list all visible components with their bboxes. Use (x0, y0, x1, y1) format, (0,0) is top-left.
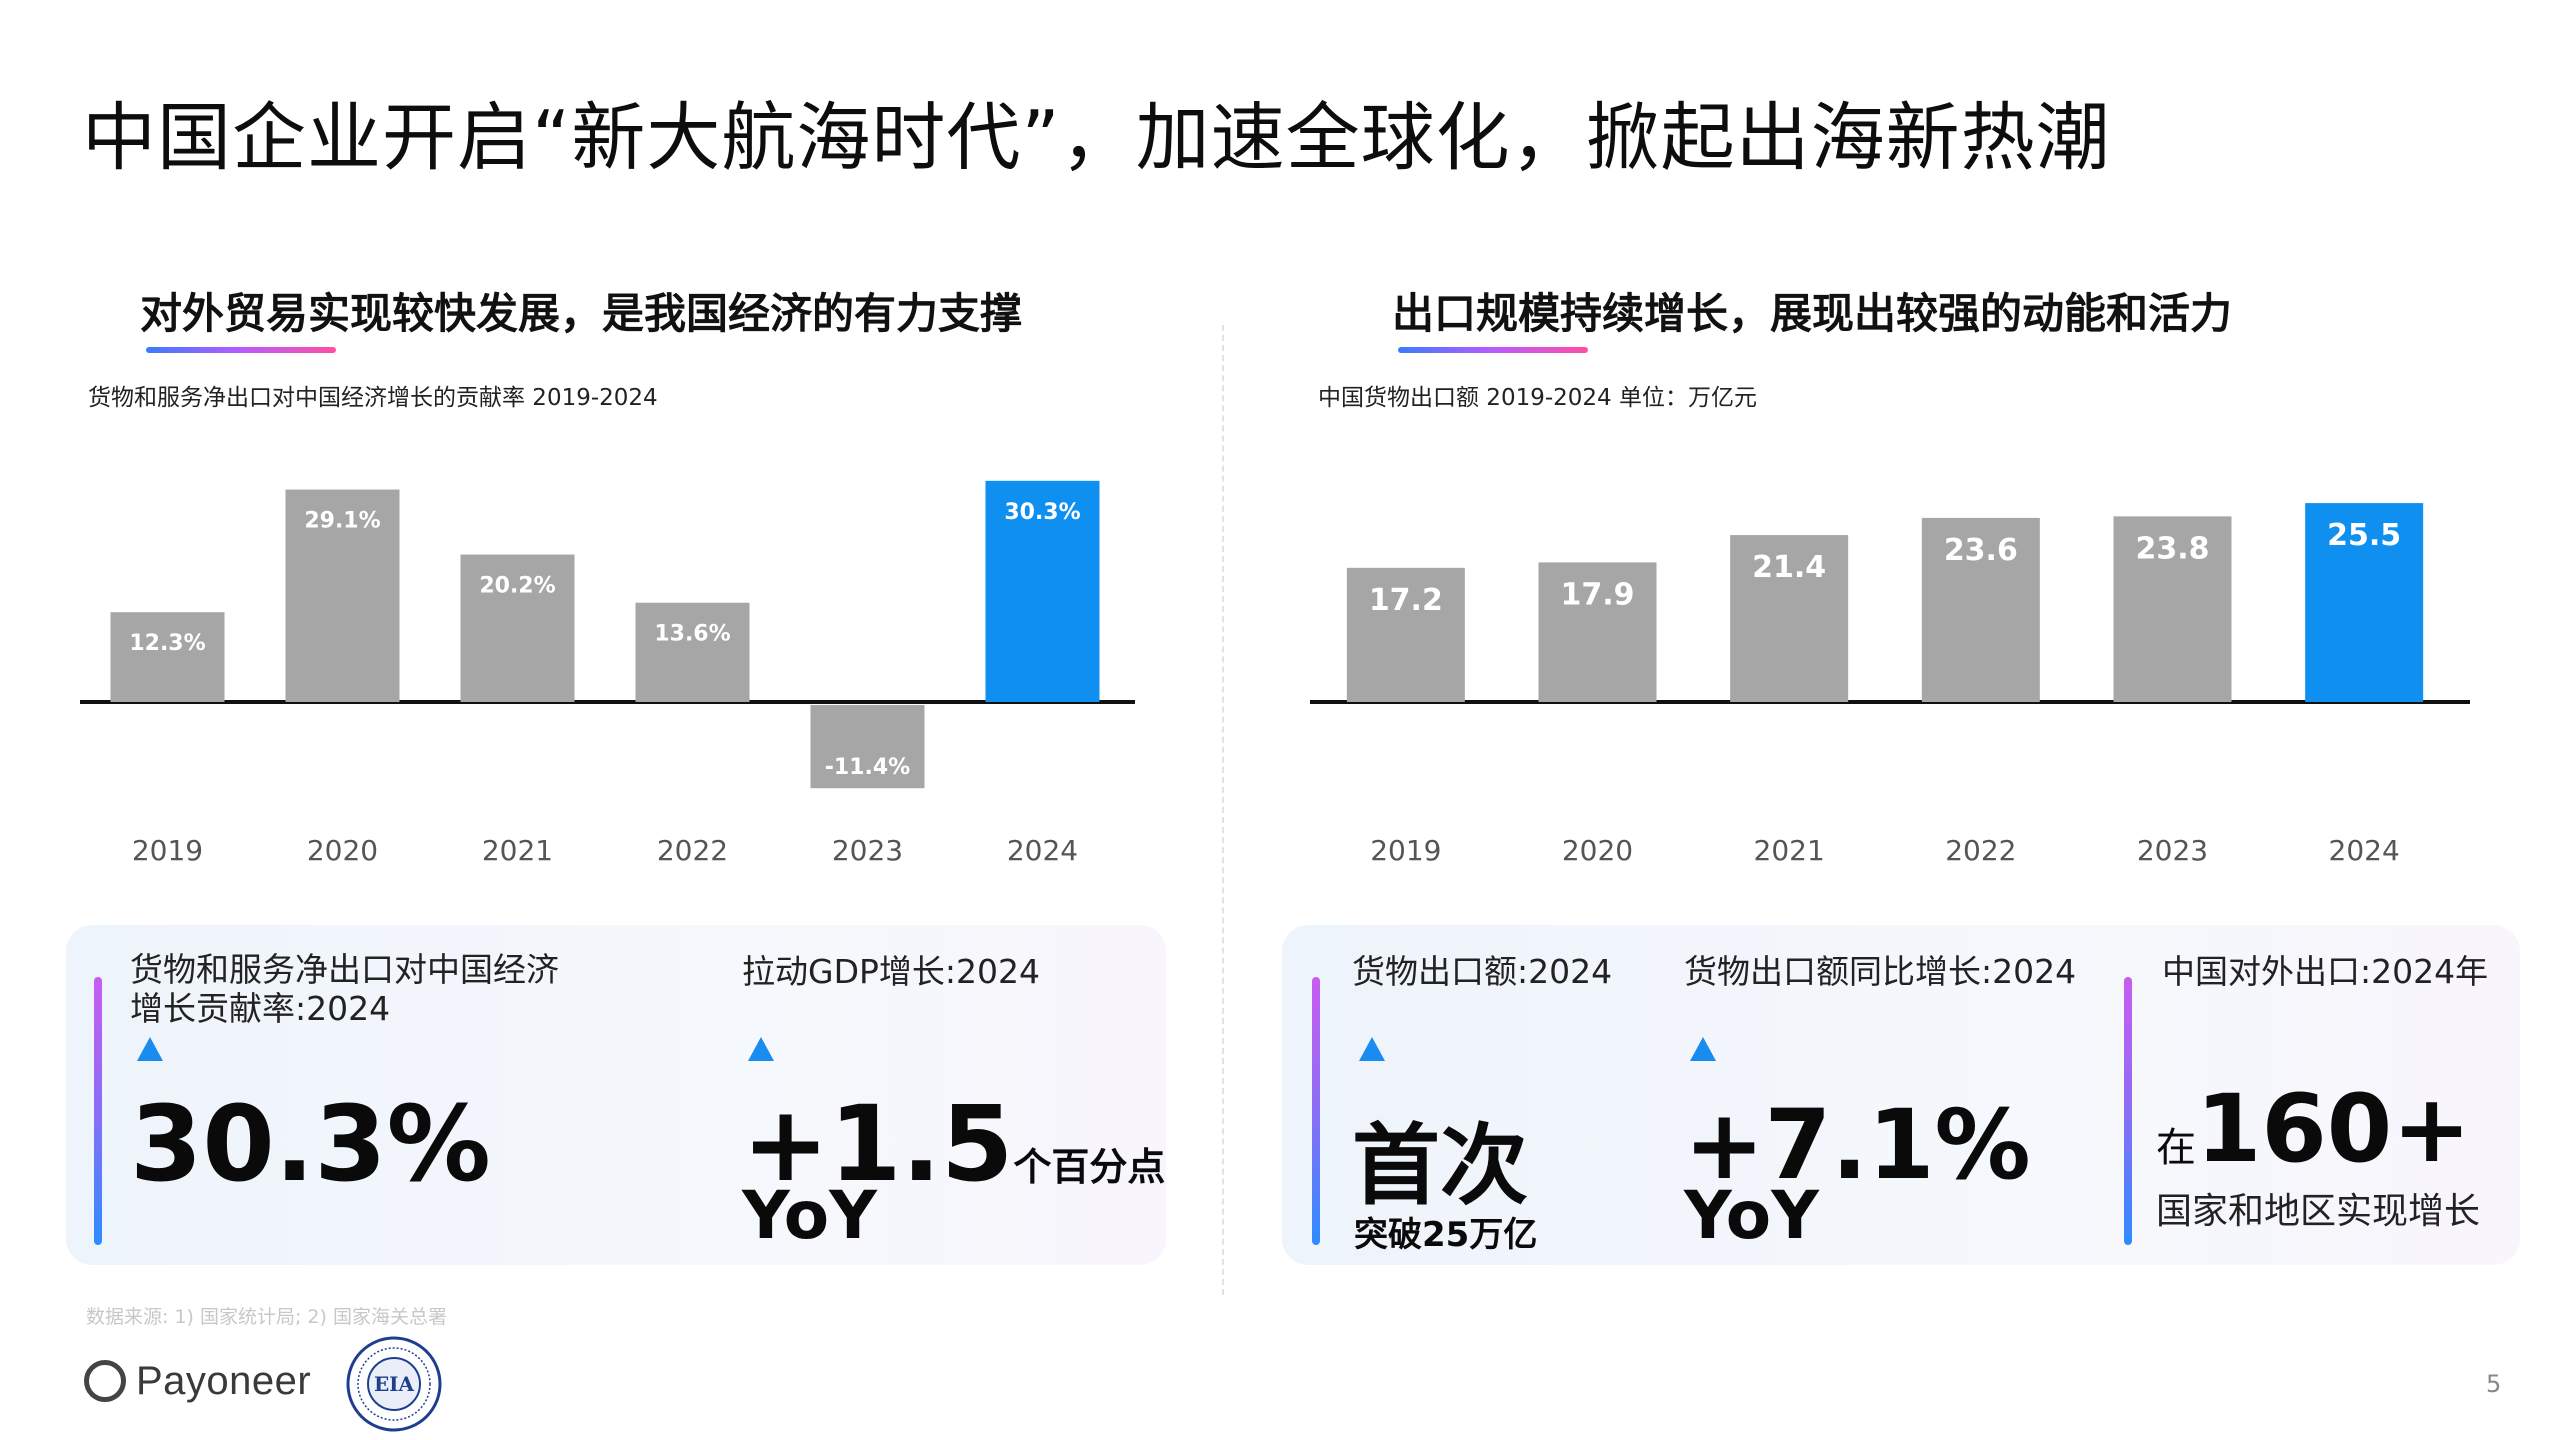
x-tick-label: 2024 (1007, 834, 1078, 867)
bar-2020 (1538, 562, 1657, 702)
export-growth-kpi-yoy: YoY (1684, 1177, 1819, 1254)
payoneer-logo-text: Payoneer (136, 1358, 312, 1403)
x-tick-label: 2020 (307, 834, 378, 867)
bar-value-label: 30.3% (1004, 500, 1080, 525)
gdp-kpi-label: 拉动GDP增长:2024 (742, 952, 1040, 991)
bar-2021 (1730, 535, 1849, 702)
kpi-card-right: 货物出口额:2024 首次 突破25万亿 货物出口额同比增长:2024 +7.1… (1282, 925, 2520, 1265)
bar-value-label: 13.6% (654, 622, 730, 647)
data-source-note: 数据来源: 1) 国家统计局; 2) 国家海关总署 (86, 1306, 447, 1328)
bar-2024 (2305, 503, 2424, 702)
x-tick-label: 2023 (2137, 834, 2208, 867)
contribution-kpi-value: 30.3% (130, 1083, 491, 1205)
gdp-kpi-unit: 个百分点 (1013, 1145, 1166, 1189)
export-countries-kpi-sub: 国家和地区实现增长 (2156, 1191, 2481, 1232)
export-countries-kpi-label: 中国对外出口:2024年 (2162, 952, 2489, 991)
right-chart-subtitle: 中国货物出口额 2019-2024 单位：万亿元 (1318, 385, 1757, 411)
x-tick-label: 2021 (482, 834, 553, 867)
x-tick-label: 2022 (657, 834, 728, 867)
page-title: 中国企业开启“新大航海时代”，加速全球化，掀起出海新热潮 (82, 95, 2111, 181)
export-countries-kpi-prefix: 在 (2156, 1125, 2196, 1171)
bar-value-label: -11.4% (825, 755, 910, 780)
x-tick-label: 2022 (1945, 834, 2016, 867)
up-arrow-icon (1690, 1037, 1716, 1061)
kpi-accent-bar (94, 977, 102, 1245)
bar-value-label: 21.4 (1752, 550, 1826, 585)
section-divider (1222, 325, 1224, 1295)
x-tick-label: 2019 (1370, 834, 1441, 867)
kpi-accent-bar (1312, 977, 1320, 1245)
export-countries-kpi-number: 160+ (2196, 1075, 2471, 1184)
bar-2024 (985, 480, 1100, 702)
page-number: 5 (2486, 1370, 2502, 1398)
export-countries-kpi-value: 在160+ (2156, 1075, 2471, 1184)
bar-2021 (460, 554, 575, 702)
contribution-bar-chart: 12.3% 2019 29.1% 2020 20.2% 2021 13.6% 2022 -11.… (80, 480, 1135, 867)
right-section-heading-text: 出口规模持续增长，展现出较强的动能和活力 (1392, 289, 2233, 338)
left-section-heading: 对外贸易实现较快发展，是我国经济的有力支撑 (140, 280, 1023, 353)
gdp-kpi-number: +1.5 (742, 1083, 1014, 1205)
export-value-bar-chart: 17.2 2019 17.9 2020 21.4 2021 23.6 2022 23.8 2023… (1310, 503, 2470, 867)
x-tick-label: 2020 (1562, 834, 1633, 867)
kpi-accent-bar (2124, 977, 2132, 1245)
x-tick-label: 2019 (132, 834, 203, 867)
left-heading-underline (146, 347, 336, 353)
bar-value-label: 23.6 (1944, 533, 2018, 568)
left-chart-subtitle: 货物和服务净出口对中国经济增长的贡献率 2019-2024 (88, 385, 658, 411)
kpi-card-left: 货物和服务净出口对中国经济 增长贡献率:2024 30.3% 拉动GDP增长:2… (66, 925, 1166, 1265)
right-section-heading: 出口规模持续增长，展现出较强的动能和活力 (1392, 280, 2233, 353)
x-tick-label: 2024 (2329, 834, 2400, 867)
payoneer-logo: Payoneer (84, 1355, 311, 1407)
export-value-kpi-label: 货物出口额:2024 (1352, 952, 1613, 991)
eia-seal-logo: EIA (346, 1336, 442, 1432)
bar-value-label: 17.2 (1369, 583, 1443, 618)
export-growth-kpi-label: 货物出口额同比增长:2024 (1684, 952, 2077, 991)
bar-value-label: 25.5 (2327, 518, 2401, 553)
export-growth-kpi-value: +7.1% (1684, 1089, 2031, 1201)
left-section-heading-text: 对外贸易实现较快发展，是我国经济的有力支撑 (140, 289, 1023, 338)
up-arrow-icon (137, 1037, 163, 1061)
x-tick-label: 2023 (832, 834, 903, 867)
payoneer-ring-icon (84, 1360, 126, 1402)
bar-value-label: 29.1% (304, 509, 380, 534)
gdp-kpi-value: +1.5个百分点 (742, 1083, 1165, 1205)
bar-2022 (1921, 517, 2040, 702)
bar-value-label: 17.9 (1560, 577, 1634, 612)
eia-seal-text: EIA (374, 1372, 415, 1396)
bar-2022 (635, 602, 750, 702)
up-arrow-icon (1359, 1037, 1385, 1061)
right-heading-underline (1398, 347, 1588, 353)
up-arrow-icon (748, 1037, 774, 1061)
bar-value-label: 20.2% (479, 574, 555, 599)
gdp-kpi-yoy: YoY (742, 1177, 877, 1254)
bar-2023 (2113, 516, 2232, 702)
export-value-kpi-value: 首次 (1352, 1114, 1529, 1217)
x-tick-label: 2021 (1754, 834, 1825, 867)
bar-2019 (1346, 567, 1465, 702)
bar-2020 (285, 489, 400, 702)
export-value-kpi-sub: 突破25万亿 (1354, 1215, 1538, 1255)
bar-2019 (110, 612, 225, 702)
bar-value-label: 12.3% (129, 631, 205, 656)
contribution-kpi-label: 货物和服务净出口对中国经济 增长贡献率:2024 (130, 950, 559, 1028)
bar-2023 (810, 705, 925, 789)
bar-value-label: 23.8 (2135, 531, 2209, 566)
